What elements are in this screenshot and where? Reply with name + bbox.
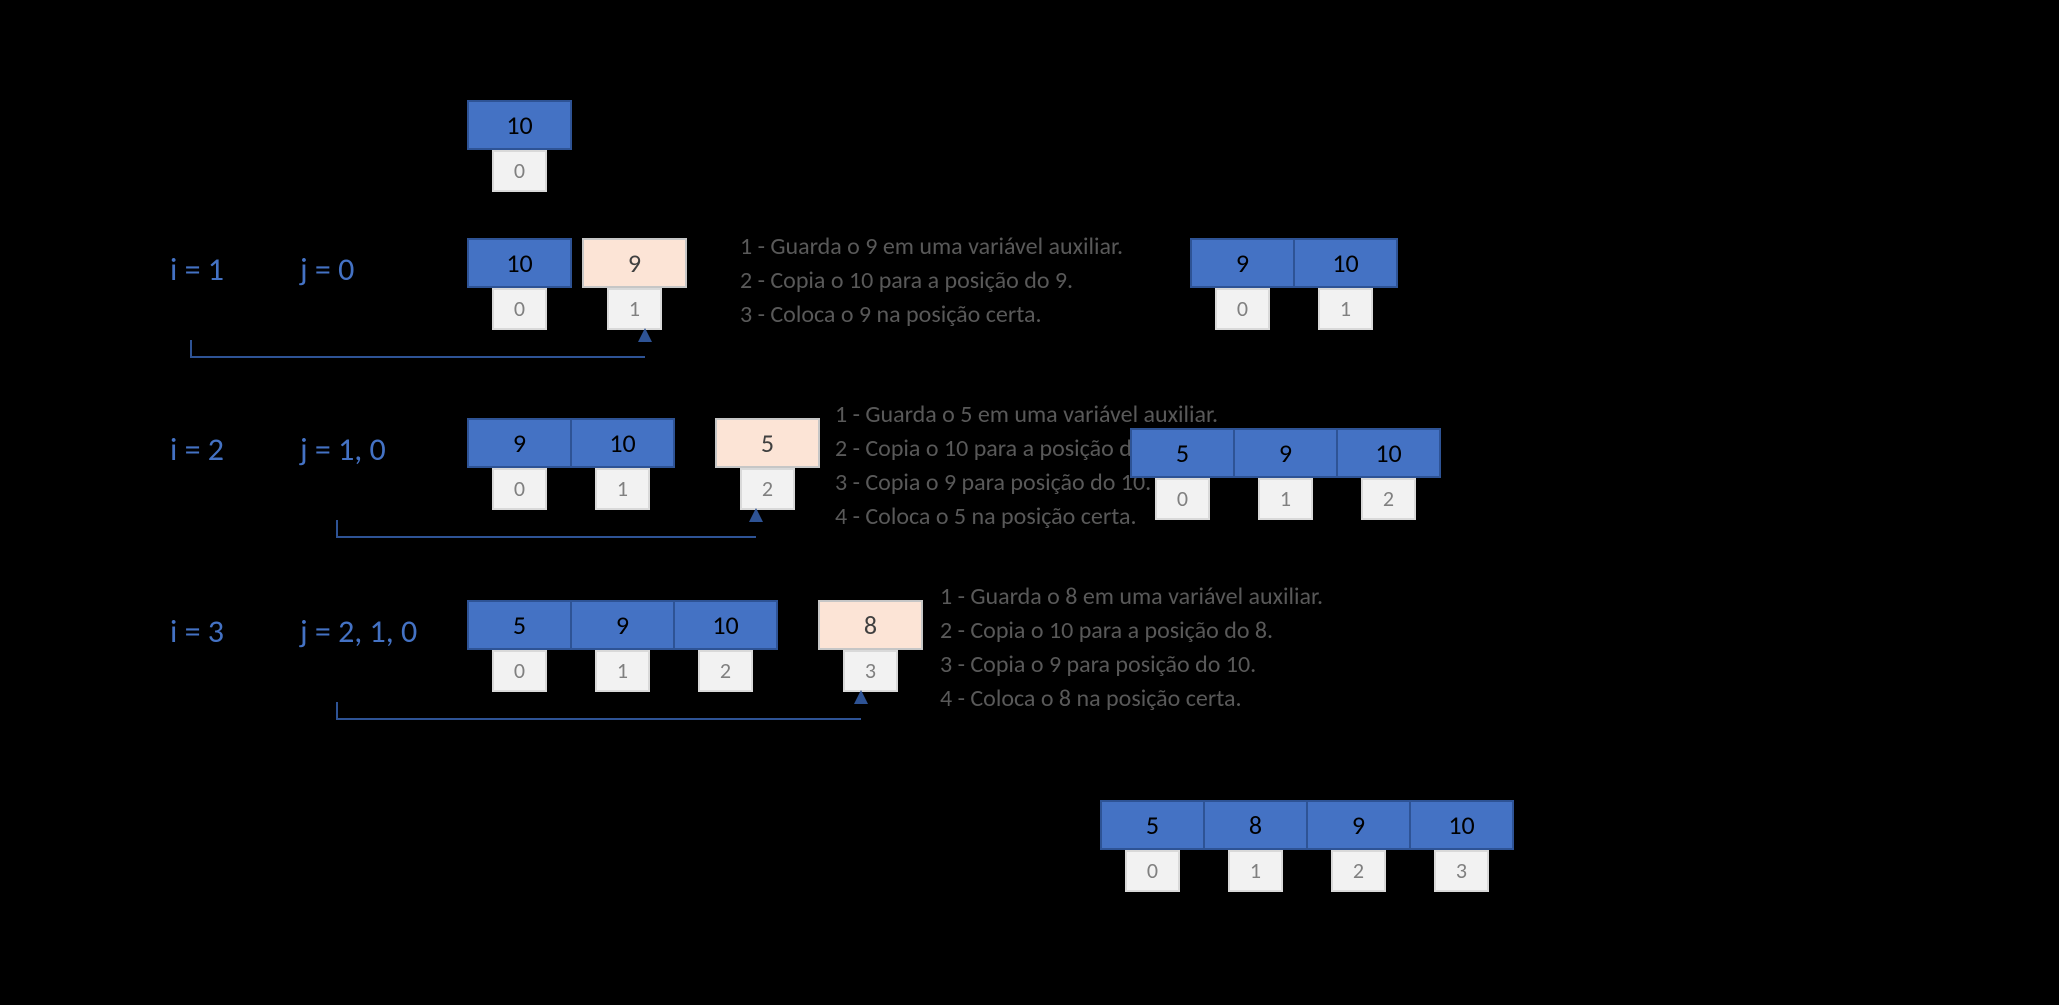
cell: 9 2 bbox=[1306, 800, 1411, 892]
cell-index: 0 bbox=[492, 468, 547, 510]
cell-value: 8 bbox=[1203, 800, 1308, 850]
cell-index: 1 bbox=[1258, 478, 1313, 520]
cell-value: 5 bbox=[1130, 428, 1235, 478]
cell-index: 1 bbox=[595, 468, 650, 510]
cell-value: 9 bbox=[467, 418, 572, 468]
step-line: 1 - Guarda o 8 em uma variável auxiliar. bbox=[940, 580, 1323, 614]
cell-value: 10 bbox=[673, 600, 778, 650]
cell: 9 0 bbox=[467, 418, 572, 510]
row2-j-label: j = 1, 0 bbox=[300, 430, 386, 469]
cell-index: 0 bbox=[1125, 850, 1180, 892]
row1-right-array: 9 0 10 1 bbox=[1190, 238, 1398, 330]
cell-value: 9 bbox=[582, 238, 687, 288]
row1-j-label: j = 0 bbox=[300, 250, 354, 289]
cell: 8 1 bbox=[1203, 800, 1308, 892]
cell-index: 3 bbox=[843, 650, 898, 692]
cell-value: 9 bbox=[1190, 238, 1295, 288]
cell: 10 0 bbox=[467, 238, 572, 330]
row1-left-array: 10 0 9 1 bbox=[467, 238, 687, 330]
row3-arrow-head bbox=[854, 690, 868, 704]
row3-i-label: i = 3 bbox=[170, 612, 224, 651]
step-line: 2 - Copia o 10 para a posição do 8. bbox=[940, 614, 1323, 648]
cell-index: 0 bbox=[492, 150, 547, 192]
row2-i-label: i = 2 bbox=[170, 430, 224, 469]
cell-value: 9 bbox=[1233, 428, 1338, 478]
step-line: 3 - Coloca o 9 na posição certa. bbox=[740, 298, 1123, 332]
cell-value: 5 bbox=[1100, 800, 1205, 850]
row2-arrow bbox=[336, 520, 756, 538]
cell: 9 1 bbox=[582, 238, 687, 330]
cell-value: 10 bbox=[1336, 428, 1441, 478]
cell-value: 10 bbox=[1293, 238, 1398, 288]
cell-index: 0 bbox=[492, 288, 547, 330]
step-line: 4 - Coloca o 8 na posição certa. bbox=[940, 682, 1323, 716]
row2-arrow-head bbox=[749, 508, 763, 522]
cell-index: 3 bbox=[1434, 850, 1489, 892]
cell: 9 1 bbox=[570, 600, 675, 692]
cell-value: 5 bbox=[715, 418, 820, 468]
cell: 10 2 bbox=[673, 600, 778, 692]
row3-arrow bbox=[336, 702, 861, 720]
cell-index: 2 bbox=[698, 650, 753, 692]
cell: 5 0 bbox=[467, 600, 572, 692]
row3-left-array: 5 0 9 1 10 2 8 3 bbox=[467, 600, 923, 692]
cell: 10 1 bbox=[1293, 238, 1398, 330]
step-line: 1 - Guarda o 9 em uma variável auxiliar. bbox=[740, 230, 1123, 264]
cell: 10 3 bbox=[1409, 800, 1514, 892]
cell-index: 0 bbox=[492, 650, 547, 692]
cell-index: 0 bbox=[1155, 478, 1210, 520]
step-line: 3 - Copia o 9 para posição do 10. bbox=[940, 648, 1323, 682]
cell-value: 8 bbox=[818, 600, 923, 650]
cell: 5 2 bbox=[715, 418, 820, 510]
cell: 10 0 bbox=[467, 100, 572, 192]
cell-value: 10 bbox=[570, 418, 675, 468]
cell: 5 0 bbox=[1130, 428, 1235, 520]
cell-index: 1 bbox=[595, 650, 650, 692]
cell-index: 1 bbox=[1228, 850, 1283, 892]
cell: 8 3 bbox=[818, 600, 923, 692]
row1-i-label: i = 1 bbox=[170, 250, 224, 289]
row1-arrow-head bbox=[638, 328, 652, 342]
row2-left-array: 9 0 10 1 5 2 bbox=[467, 418, 820, 510]
cell-index: 1 bbox=[1318, 288, 1373, 330]
step-line: 2 - Copia o 10 para a posição do 9. bbox=[740, 264, 1123, 298]
row1-steps: 1 - Guarda o 9 em uma variável auxiliar.… bbox=[740, 230, 1123, 332]
cell-value: 10 bbox=[1409, 800, 1514, 850]
cell-value: 5 bbox=[467, 600, 572, 650]
cell-value: 10 bbox=[467, 100, 572, 150]
final-array: 5 0 8 1 9 2 10 3 bbox=[1100, 800, 1514, 892]
cell: 9 0 bbox=[1190, 238, 1295, 330]
cell: 10 2 bbox=[1336, 428, 1441, 520]
cell-index: 2 bbox=[740, 468, 795, 510]
cell-value: 10 bbox=[467, 238, 572, 288]
row3-steps: 1 - Guarda o 8 em uma variável auxiliar.… bbox=[940, 580, 1323, 716]
cell-index: 2 bbox=[1331, 850, 1386, 892]
cell-value: 9 bbox=[1306, 800, 1411, 850]
row1-arrow bbox=[190, 340, 645, 358]
cell-value: 9 bbox=[570, 600, 675, 650]
cell-index: 0 bbox=[1215, 288, 1270, 330]
cell-index: 2 bbox=[1361, 478, 1416, 520]
cell-index: 1 bbox=[607, 288, 662, 330]
row0-array: 10 0 bbox=[467, 100, 572, 192]
step-line: 1 - Guarda o 5 em uma variável auxiliar. bbox=[835, 398, 1218, 432]
cell: 10 1 bbox=[570, 418, 675, 510]
row2-right-array: 5 0 9 1 10 2 bbox=[1130, 428, 1441, 520]
cell: 9 1 bbox=[1233, 428, 1338, 520]
cell: 5 0 bbox=[1100, 800, 1205, 892]
row3-j-label: j = 2, 1, 0 bbox=[300, 612, 417, 651]
